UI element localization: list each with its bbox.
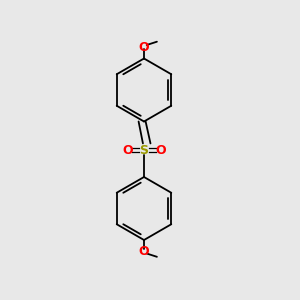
Text: O: O: [122, 143, 133, 157]
Text: O: O: [139, 245, 149, 258]
Text: S: S: [140, 143, 148, 157]
Text: O: O: [139, 40, 149, 54]
Text: O: O: [155, 143, 166, 157]
